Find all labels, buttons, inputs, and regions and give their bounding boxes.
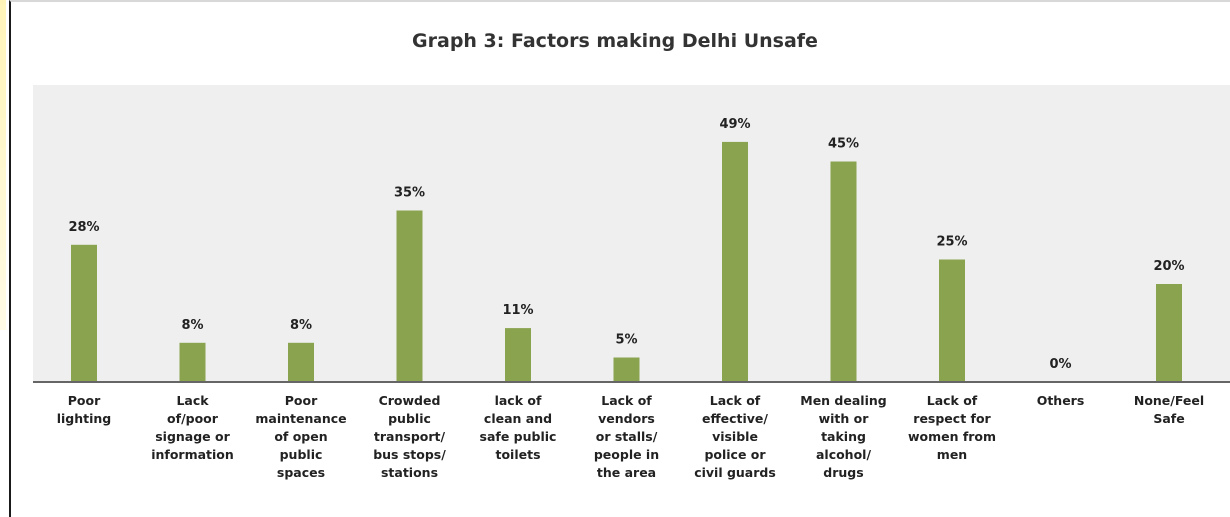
category-label-4: lack of clean and safe public toilets: [479, 393, 557, 462]
value-label-3: 35%: [394, 186, 425, 201]
bar-4: [505, 328, 531, 382]
value-label-4: 11%: [502, 303, 533, 318]
bar-5: [613, 357, 640, 382]
plot-area: [33, 85, 1230, 383]
value-label-0: 28%: [68, 220, 99, 235]
category-label-5: Lack of vendors or stalls/ people in the…: [593, 393, 660, 480]
bar-6: [722, 141, 748, 382]
bar-10: [1156, 284, 1182, 382]
category-label-2: Poor maintenance of open public spaces: [255, 393, 347, 480]
value-label-9: 0%: [1049, 357, 1071, 372]
category-label-3: Crowded public transport/ bus stops/ sta…: [373, 393, 446, 480]
bar-8: [939, 259, 965, 382]
chart-title: Graph 3: Factors making Delhi Unsafe: [412, 30, 818, 52]
category-label-10: None/Feel Safe: [1133, 393, 1205, 426]
value-label-1: 8%: [181, 318, 203, 333]
bar-3: [396, 210, 423, 382]
value-label-6: 49%: [719, 117, 750, 132]
decorative-accent-strip: [0, 0, 6, 330]
value-label-10: 20%: [1153, 259, 1184, 274]
value-label-8: 25%: [936, 235, 967, 250]
category-label-0: Poor lighting: [56, 393, 112, 426]
bar-0: [71, 244, 97, 382]
value-label-2: 8%: [290, 318, 312, 333]
bar-1: [179, 342, 206, 382]
value-label-5: 5%: [615, 333, 637, 348]
bar-2: [288, 342, 314, 382]
bar-7: [830, 161, 857, 382]
value-label-7: 45%: [828, 137, 859, 152]
category-label-1: Lack of/poor signage or information: [151, 393, 234, 462]
category-label-9: Others: [1036, 393, 1085, 408]
category-label-7: Men dealing with or taking alcohol/ drug…: [800, 393, 887, 480]
category-label-6: Lack of effective/ visible police or civ…: [694, 393, 776, 480]
category-label-8: Lack of respect for women from men: [907, 393, 997, 462]
